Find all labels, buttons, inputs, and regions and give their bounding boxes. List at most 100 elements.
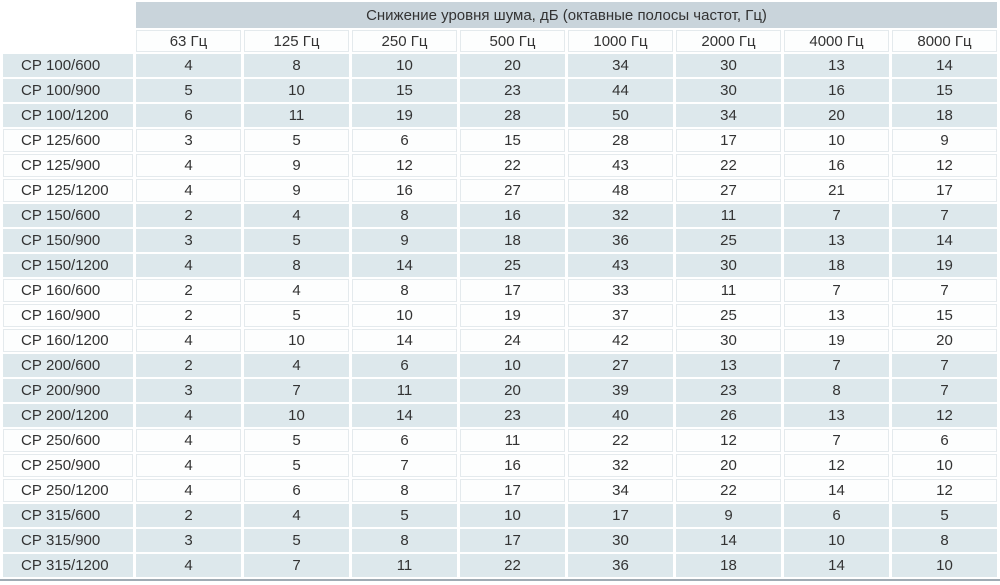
value-cell: 26: [676, 404, 781, 427]
value-cell: 10: [892, 454, 997, 477]
value-cell: 14: [784, 479, 889, 502]
value-cell: 9: [892, 129, 997, 152]
value-cell: 22: [460, 154, 565, 177]
value-cell: 19: [892, 254, 997, 277]
value-cell: 6: [352, 129, 457, 152]
value-cell: 6: [244, 479, 349, 502]
model-label: СР 100/600: [3, 54, 133, 77]
value-cell: 7: [784, 279, 889, 302]
value-cell: 10: [460, 354, 565, 377]
model-label: СР 125/600: [3, 129, 133, 152]
table-row: СР 160/1200 4 10 14 24 42 30 19 20: [3, 329, 997, 352]
value-cell: 17: [460, 479, 565, 502]
value-cell: 18: [460, 229, 565, 252]
value-cell: 16: [460, 204, 565, 227]
model-label: СР 150/1200: [3, 254, 133, 277]
table-row: СР 250/600 4 5 6 11 22 12 7 6: [3, 429, 997, 452]
value-cell: 10: [784, 529, 889, 552]
value-cell: 4: [136, 329, 241, 352]
value-cell: 30: [676, 54, 781, 77]
corner-cell: [3, 30, 133, 52]
value-cell: 11: [244, 104, 349, 127]
table-row: СР 100/1200 6 11 19 28 50 34 20 18: [3, 104, 997, 127]
value-cell: 28: [568, 129, 673, 152]
value-cell: 14: [784, 554, 889, 577]
value-cell: 22: [676, 479, 781, 502]
model-label: СР 160/600: [3, 279, 133, 302]
value-cell: 3: [136, 529, 241, 552]
value-cell: 5: [244, 304, 349, 327]
value-cell: 8: [244, 54, 349, 77]
model-label: СР 160/1200: [3, 329, 133, 352]
value-cell: 4: [136, 254, 241, 277]
value-cell: 48: [568, 179, 673, 202]
value-cell: 4: [136, 454, 241, 477]
model-label: СР 200/900: [3, 379, 133, 402]
value-cell: 10: [352, 304, 457, 327]
value-cell: 8: [352, 529, 457, 552]
value-cell: 6: [892, 429, 997, 452]
value-cell: 25: [676, 304, 781, 327]
value-cell: 19: [460, 304, 565, 327]
value-cell: 24: [460, 329, 565, 352]
value-cell: 50: [568, 104, 673, 127]
table-row: СР 160/600 2 4 8 17 33 11 7 7: [3, 279, 997, 302]
value-cell: 5: [244, 429, 349, 452]
value-cell: 9: [676, 504, 781, 527]
value-cell: 10: [784, 129, 889, 152]
table-row: СР 315/600 2 4 5 10 17 9 6 5: [3, 504, 997, 527]
table-row: СР 125/600 3 5 6 15 28 17 10 9: [3, 129, 997, 152]
value-cell: 2: [136, 354, 241, 377]
value-cell: 12: [892, 404, 997, 427]
value-cell: 8: [352, 204, 457, 227]
value-cell: 13: [784, 404, 889, 427]
value-cell: 17: [892, 179, 997, 202]
value-cell: 34: [568, 479, 673, 502]
value-cell: 19: [784, 329, 889, 352]
value-cell: 27: [460, 179, 565, 202]
value-cell: 30: [568, 529, 673, 552]
value-cell: 30: [676, 254, 781, 277]
value-cell: 20: [892, 329, 997, 352]
value-cell: 11: [352, 379, 457, 402]
value-cell: 15: [892, 79, 997, 102]
frequency-header-cell: 1000 Гц: [568, 30, 673, 52]
value-cell: 23: [460, 404, 565, 427]
model-label: СР 100/1200: [3, 104, 133, 127]
value-cell: 14: [352, 329, 457, 352]
value-cell: 5: [136, 79, 241, 102]
value-cell: 8: [244, 254, 349, 277]
value-cell: 15: [460, 129, 565, 152]
value-cell: 5: [244, 454, 349, 477]
value-cell: 2: [136, 504, 241, 527]
model-label: СР 150/900: [3, 229, 133, 252]
value-cell: 12: [352, 154, 457, 177]
model-label: СР 150/600: [3, 204, 133, 227]
value-cell: 9: [352, 229, 457, 252]
model-label: СР 160/900: [3, 304, 133, 327]
value-cell: 36: [568, 229, 673, 252]
table-row: СР 250/900 4 5 7 16 32 20 12 10: [3, 454, 997, 477]
value-cell: 17: [460, 279, 565, 302]
model-label: СР 200/600: [3, 354, 133, 377]
value-cell: 32: [568, 454, 673, 477]
corner-cell: [3, 2, 133, 28]
value-cell: 4: [244, 504, 349, 527]
value-cell: 4: [136, 429, 241, 452]
model-label: СР 315/900: [3, 529, 133, 552]
value-cell: 11: [676, 204, 781, 227]
value-cell: 6: [352, 354, 457, 377]
value-cell: 20: [676, 454, 781, 477]
value-cell: 42: [568, 329, 673, 352]
frequency-header-row: 63 Гц 125 Гц 250 Гц 500 Гц 1000 Гц 2000 Гц 400…: [3, 30, 997, 52]
table-row: СР 200/600 2 4 6 10 27 13 7 7: [3, 354, 997, 377]
value-cell: 8: [784, 379, 889, 402]
value-cell: 15: [352, 79, 457, 102]
model-label: СР 315/1200: [3, 554, 133, 577]
value-cell: 5: [244, 229, 349, 252]
value-cell: 10: [892, 554, 997, 577]
table-row: СР 160/900 2 5 10 19 37 25 13 15: [3, 304, 997, 327]
value-cell: 10: [460, 504, 565, 527]
value-cell: 39: [568, 379, 673, 402]
value-cell: 11: [352, 554, 457, 577]
